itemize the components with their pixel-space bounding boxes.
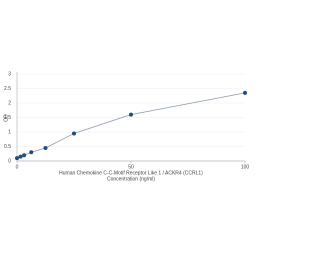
data-point xyxy=(22,153,27,158)
y-tick-label: 2 xyxy=(8,100,11,106)
data-point xyxy=(15,156,19,161)
data-point xyxy=(72,131,76,136)
data-point xyxy=(43,145,48,150)
data-point xyxy=(243,90,247,95)
curve xyxy=(16,92,246,159)
data-point xyxy=(29,150,34,155)
y-tick-label: 1.5 xyxy=(4,115,11,121)
data-point xyxy=(18,154,23,159)
y-tick-label: 3 xyxy=(8,71,11,77)
x-axis-label: Human Chemokine C-C-Motif Receptor Like … xyxy=(59,170,203,176)
y-tick-label: 0.5 xyxy=(4,144,11,150)
page: {"chart_data": {"type": "scatter", "x_la… xyxy=(3,71,250,183)
data-point xyxy=(129,112,133,117)
y-tick-label: 0 xyxy=(8,158,11,164)
y-tick-label: 2.5 xyxy=(4,86,11,92)
x-tick-label: 0 xyxy=(16,164,19,170)
y-tick-label: 1 xyxy=(8,129,11,135)
x-axis-label: Concentration (ng/ml) xyxy=(107,176,155,182)
x-tick-label: 50 xyxy=(128,164,134,170)
x-tick-label: 100 xyxy=(241,164,250,170)
chart: Human Chemokine C-C-Motif Receptor Like … xyxy=(3,71,250,182)
y-axis-label: OD xyxy=(3,114,9,122)
